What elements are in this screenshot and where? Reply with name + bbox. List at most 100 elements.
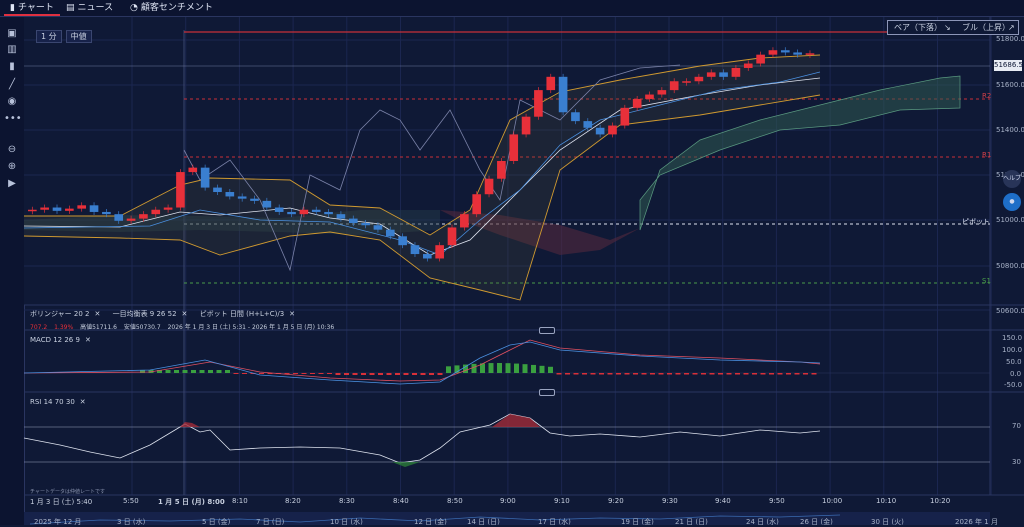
- bear-label[interactable]: ベア（下落）: [894, 23, 942, 32]
- macd-tick: 100.0: [1002, 346, 1023, 354]
- remove-ichimoku-icon[interactable]: ✕: [181, 310, 188, 318]
- assist-button[interactable]: ヘルプ: [1003, 170, 1021, 188]
- remove-pivot-icon[interactable]: ✕: [289, 310, 296, 318]
- more-icon[interactable]: •••: [4, 113, 22, 124]
- tab-news[interactable]: ▤ ニュース: [66, 3, 114, 13]
- date-tick: 24 日 (水): [746, 518, 779, 526]
- macd-histogram-bar: [786, 373, 791, 375]
- scroll-end-icon[interactable]: ▶: [8, 178, 16, 189]
- remove-bollinger-icon[interactable]: ✕: [94, 310, 101, 318]
- layout-icon[interactable]: ▥: [7, 44, 17, 55]
- pivot-label: ピボット: [962, 218, 990, 226]
- macd-histogram-bar: [658, 373, 664, 375]
- pane-resize-handle[interactable]: [539, 389, 555, 396]
- macd-histogram-bar: [446, 366, 451, 373]
- price-tick: 50800.0: [996, 262, 1024, 270]
- candle-body: [348, 218, 358, 224]
- left-toolbar: ▣ ▥ ▮ ╱ ◉ ••• ⊖ ⊕ ▶: [0, 17, 25, 525]
- candle-body: [225, 192, 235, 197]
- bear-arrow-icon: ↘: [944, 23, 951, 32]
- date-tick: 19 日 (金): [621, 518, 654, 526]
- news-icon: ▤: [66, 3, 75, 13]
- macd-histogram-bar: [675, 373, 681, 375]
- date-tick: 30 日 (火): [871, 518, 904, 526]
- macd-histogram-bar: [607, 373, 613, 375]
- candle-body: [571, 112, 580, 122]
- price-type-select[interactable]: 中値: [65, 30, 92, 43]
- macd-histogram-bar: [692, 373, 698, 375]
- chart-data-note: チャートデータは仲値レートです: [30, 489, 105, 495]
- rsi-overbought-fill: [180, 422, 200, 427]
- tenkan-line: [23, 71, 821, 256]
- candle-body: [262, 200, 272, 208]
- candle-body: [274, 207, 284, 212]
- date-tick: 5 日 (金): [202, 518, 231, 526]
- macd-histogram-bar: [327, 373, 332, 374]
- macd-histogram-bar: [378, 373, 383, 375]
- remove-rsi-icon[interactable]: ✕: [79, 398, 86, 406]
- pane-resize-handle[interactable]: [539, 327, 555, 334]
- time-tick: 10:20: [930, 497, 951, 505]
- macd-histogram-bar: [735, 373, 740, 375]
- macd-tick: 150.0: [1002, 334, 1023, 342]
- bull-label[interactable]: ブル（上昇）: [962, 23, 1010, 32]
- time-tick: 8:20: [285, 497, 301, 505]
- candle-body: [780, 50, 790, 53]
- indicators-icon[interactable]: ▮: [9, 61, 15, 72]
- macd-histogram-bar: [344, 373, 349, 375]
- r1-label: R1: [982, 151, 992, 159]
- chat-icon[interactable]: ●: [1003, 193, 1021, 211]
- date-tick: 12 日 (金): [414, 518, 447, 526]
- candle-body: [669, 81, 679, 91]
- macd-histogram-bar: [284, 373, 290, 374]
- candle-body: [657, 90, 667, 95]
- candle-body: [719, 72, 728, 77]
- tab-sentiment[interactable]: ◔ 顧客センチメント: [130, 3, 213, 13]
- macd-histogram-bar: [505, 363, 511, 373]
- macd-histogram-bar: [429, 373, 434, 375]
- macd-histogram-bar: [208, 370, 213, 373]
- candle-body: [509, 134, 519, 161]
- timeframe-select[interactable]: 1 分: [36, 30, 62, 43]
- macd-histogram-bar: [718, 373, 723, 375]
- tab-chart[interactable]: ▮ チャート: [4, 0, 60, 16]
- eye-icon[interactable]: ◉: [7, 96, 17, 107]
- candle-body: [299, 209, 309, 215]
- top-tab-bar: ▮ チャート ▤ ニュース ◔ 顧客センチメント: [0, 0, 1024, 17]
- macd-histogram-bar: [454, 365, 460, 373]
- time-tick: 8:40: [393, 497, 409, 505]
- macd-line: [23, 341, 821, 385]
- candle-body: [102, 211, 111, 215]
- macd-histogram-bar: [531, 364, 536, 373]
- candle-body: [65, 208, 74, 211]
- remove-macd-icon[interactable]: ✕: [84, 336, 91, 344]
- chikou-line: [183, 64, 681, 272]
- date-tick: 7 日 (日): [256, 518, 285, 526]
- zoom-out-icon[interactable]: ⊖: [7, 144, 17, 155]
- main-pane: [24, 17, 990, 305]
- rsi-oversold-fill: [392, 462, 420, 467]
- draw-icon[interactable]: ╱: [8, 79, 16, 90]
- sentiment-toggle[interactable]: ベア（下落） ↘ ブル（上昇） ↗: [887, 20, 1019, 35]
- macd-histogram-bar: [599, 373, 604, 375]
- candle-body: [324, 211, 333, 215]
- chart-icon: ▮: [10, 3, 15, 13]
- candle-body: [176, 172, 185, 208]
- macd-tick: 50.0: [1006, 358, 1022, 366]
- macd-signal: [23, 339, 821, 382]
- save-icon[interactable]: ▣: [7, 28, 17, 39]
- macd-histogram-bar: [633, 373, 638, 375]
- candle-body: [645, 94, 654, 99]
- macd-histogram-bar: [267, 373, 273, 374]
- macd-histogram-bar: [199, 370, 205, 373]
- candle-body: [52, 207, 62, 211]
- candle-body: [497, 161, 506, 179]
- ichimoku-cloud-early: [24, 210, 440, 235]
- rsi-legend: RSI 14 70 30 ✕: [30, 398, 86, 406]
- time-tick: 9:20: [608, 497, 624, 505]
- candle-body: [385, 229, 395, 237]
- macd-histogram-bar: [352, 373, 358, 375]
- rsi-line: [23, 413, 821, 464]
- zoom-in-icon[interactable]: ⊕: [7, 161, 17, 172]
